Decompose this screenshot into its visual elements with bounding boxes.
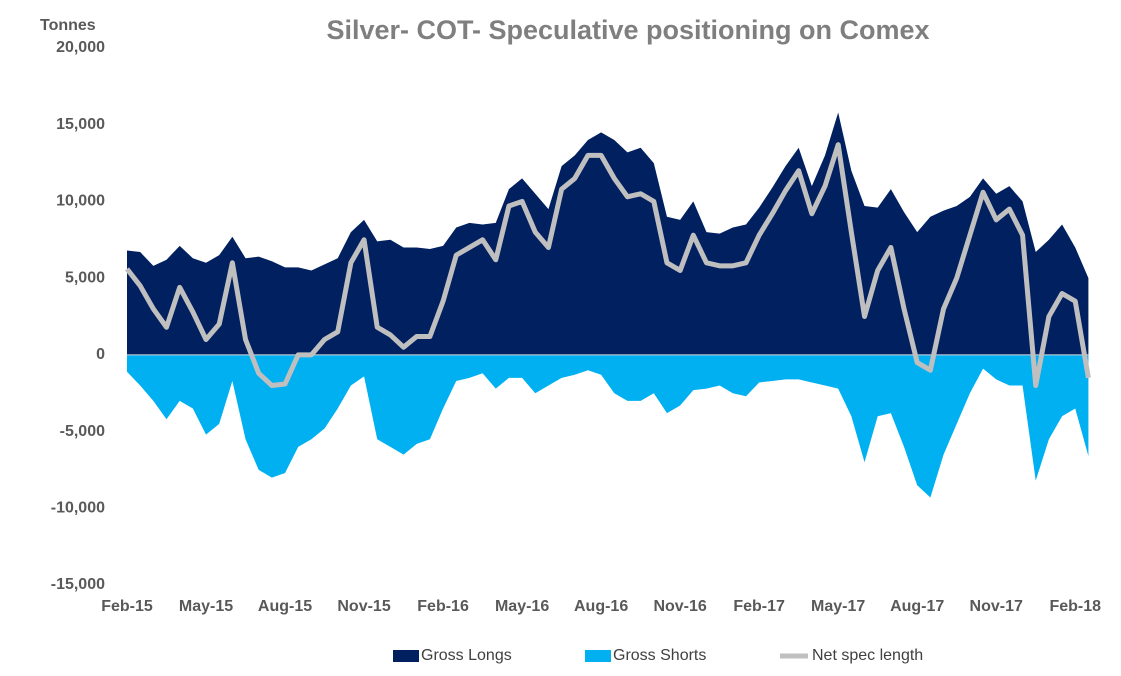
- y-axis-label: Tonnes: [40, 17, 96, 34]
- x-tick-label: May-15: [179, 598, 233, 615]
- x-tick-label: Aug-15: [258, 598, 312, 615]
- y-tick-label: -10,000: [51, 500, 105, 517]
- legend-swatch: [393, 650, 419, 662]
- y-tick-label: -5,000: [60, 423, 105, 440]
- area: [127, 112, 1089, 355]
- chart-title: Silver- COT- Speculative positioning on …: [326, 15, 929, 45]
- y-tick-label: 5,000: [65, 269, 105, 286]
- legend-swatch: [585, 650, 611, 662]
- x-tick-label: Aug-17: [890, 598, 944, 615]
- x-tick-label: Feb-15: [101, 598, 153, 615]
- x-tick-label: Aug-16: [574, 598, 628, 615]
- y-tick-label: -15,000: [51, 576, 105, 593]
- y-tick-label: 10,000: [56, 193, 105, 210]
- x-tick-label: Nov-15: [337, 598, 390, 615]
- x-tick-label: Feb-17: [733, 598, 785, 615]
- x-tick-label: Nov-16: [653, 598, 706, 615]
- x-tick-label: May-17: [811, 598, 865, 615]
- line: [125, 142, 1091, 389]
- legend-label: Gross Longs: [421, 647, 512, 664]
- x-tick-label: Nov-17: [970, 598, 1023, 615]
- y-tick-label: 15,000: [56, 116, 105, 133]
- area: [127, 354, 1089, 498]
- y-tick-label: 0: [96, 346, 105, 363]
- x-tick-label: Feb-16: [417, 598, 469, 615]
- x-tick-label: May-16: [495, 598, 549, 615]
- y-tick-label: 20,000: [56, 39, 105, 56]
- legend-label: Net spec length: [812, 647, 923, 664]
- legend-label: Gross Shorts: [613, 647, 706, 664]
- x-tick-label: Feb-18: [1049, 598, 1101, 615]
